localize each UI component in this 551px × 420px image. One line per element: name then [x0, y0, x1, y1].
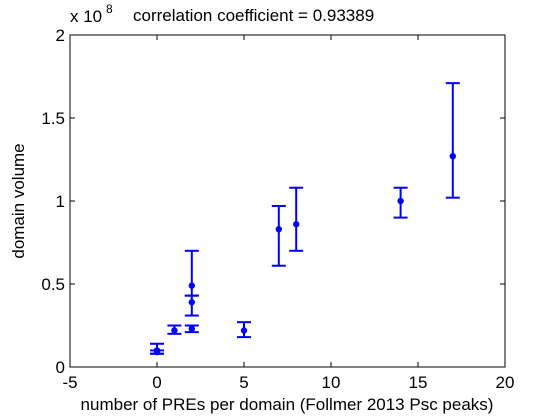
y-tick-label: 0 — [56, 358, 65, 377]
data-point-group — [184, 324, 199, 334]
x-tick-label: 5 — [239, 373, 248, 392]
x-tick-label: 10 — [322, 373, 341, 392]
data-point — [153, 348, 161, 356]
data-point — [240, 327, 248, 334]
data-point-group — [167, 324, 182, 335]
data-point-group — [393, 186, 408, 219]
chart-title: correlation coefficient = 0.93389 — [133, 6, 374, 25]
axes-box — [69, 34, 506, 368]
data-point — [397, 197, 404, 205]
x-tick-label: 20 — [496, 373, 515, 392]
data-point — [171, 327, 178, 334]
y-tick-label: 1.5 — [41, 109, 65, 128]
data-point-group — [184, 249, 199, 297]
axis-ticks — [69, 34, 506, 368]
data-point — [188, 282, 195, 289]
data-point — [293, 221, 300, 228]
x-tick-label: 15 — [409, 373, 428, 392]
data-point — [188, 325, 195, 333]
data-marks — [150, 82, 460, 356]
data-point-group — [237, 321, 251, 339]
data-point-group — [289, 186, 304, 252]
y-tick-label: 2 — [56, 26, 65, 45]
y-tick-label: 1 — [56, 192, 65, 211]
plot-frame — [69, 34, 506, 368]
data-point-group — [150, 348, 164, 356]
x-tick-label: -5 — [62, 373, 77, 392]
data-point-group — [445, 82, 460, 199]
x-axis-label: number of PREs per domain (Follmer 2013 … — [81, 395, 494, 414]
y-exponent-label: x 10 — [70, 7, 102, 26]
data-point-group — [271, 204, 286, 267]
y-exponent-power: 8 — [106, 2, 113, 16]
data-point — [188, 299, 195, 306]
y-axis-label: domain volume — [9, 143, 28, 258]
data-point — [449, 152, 456, 160]
x-tick-label: 0 — [152, 373, 161, 392]
y-tick-label: 0.5 — [41, 275, 65, 294]
data-point — [275, 226, 282, 233]
